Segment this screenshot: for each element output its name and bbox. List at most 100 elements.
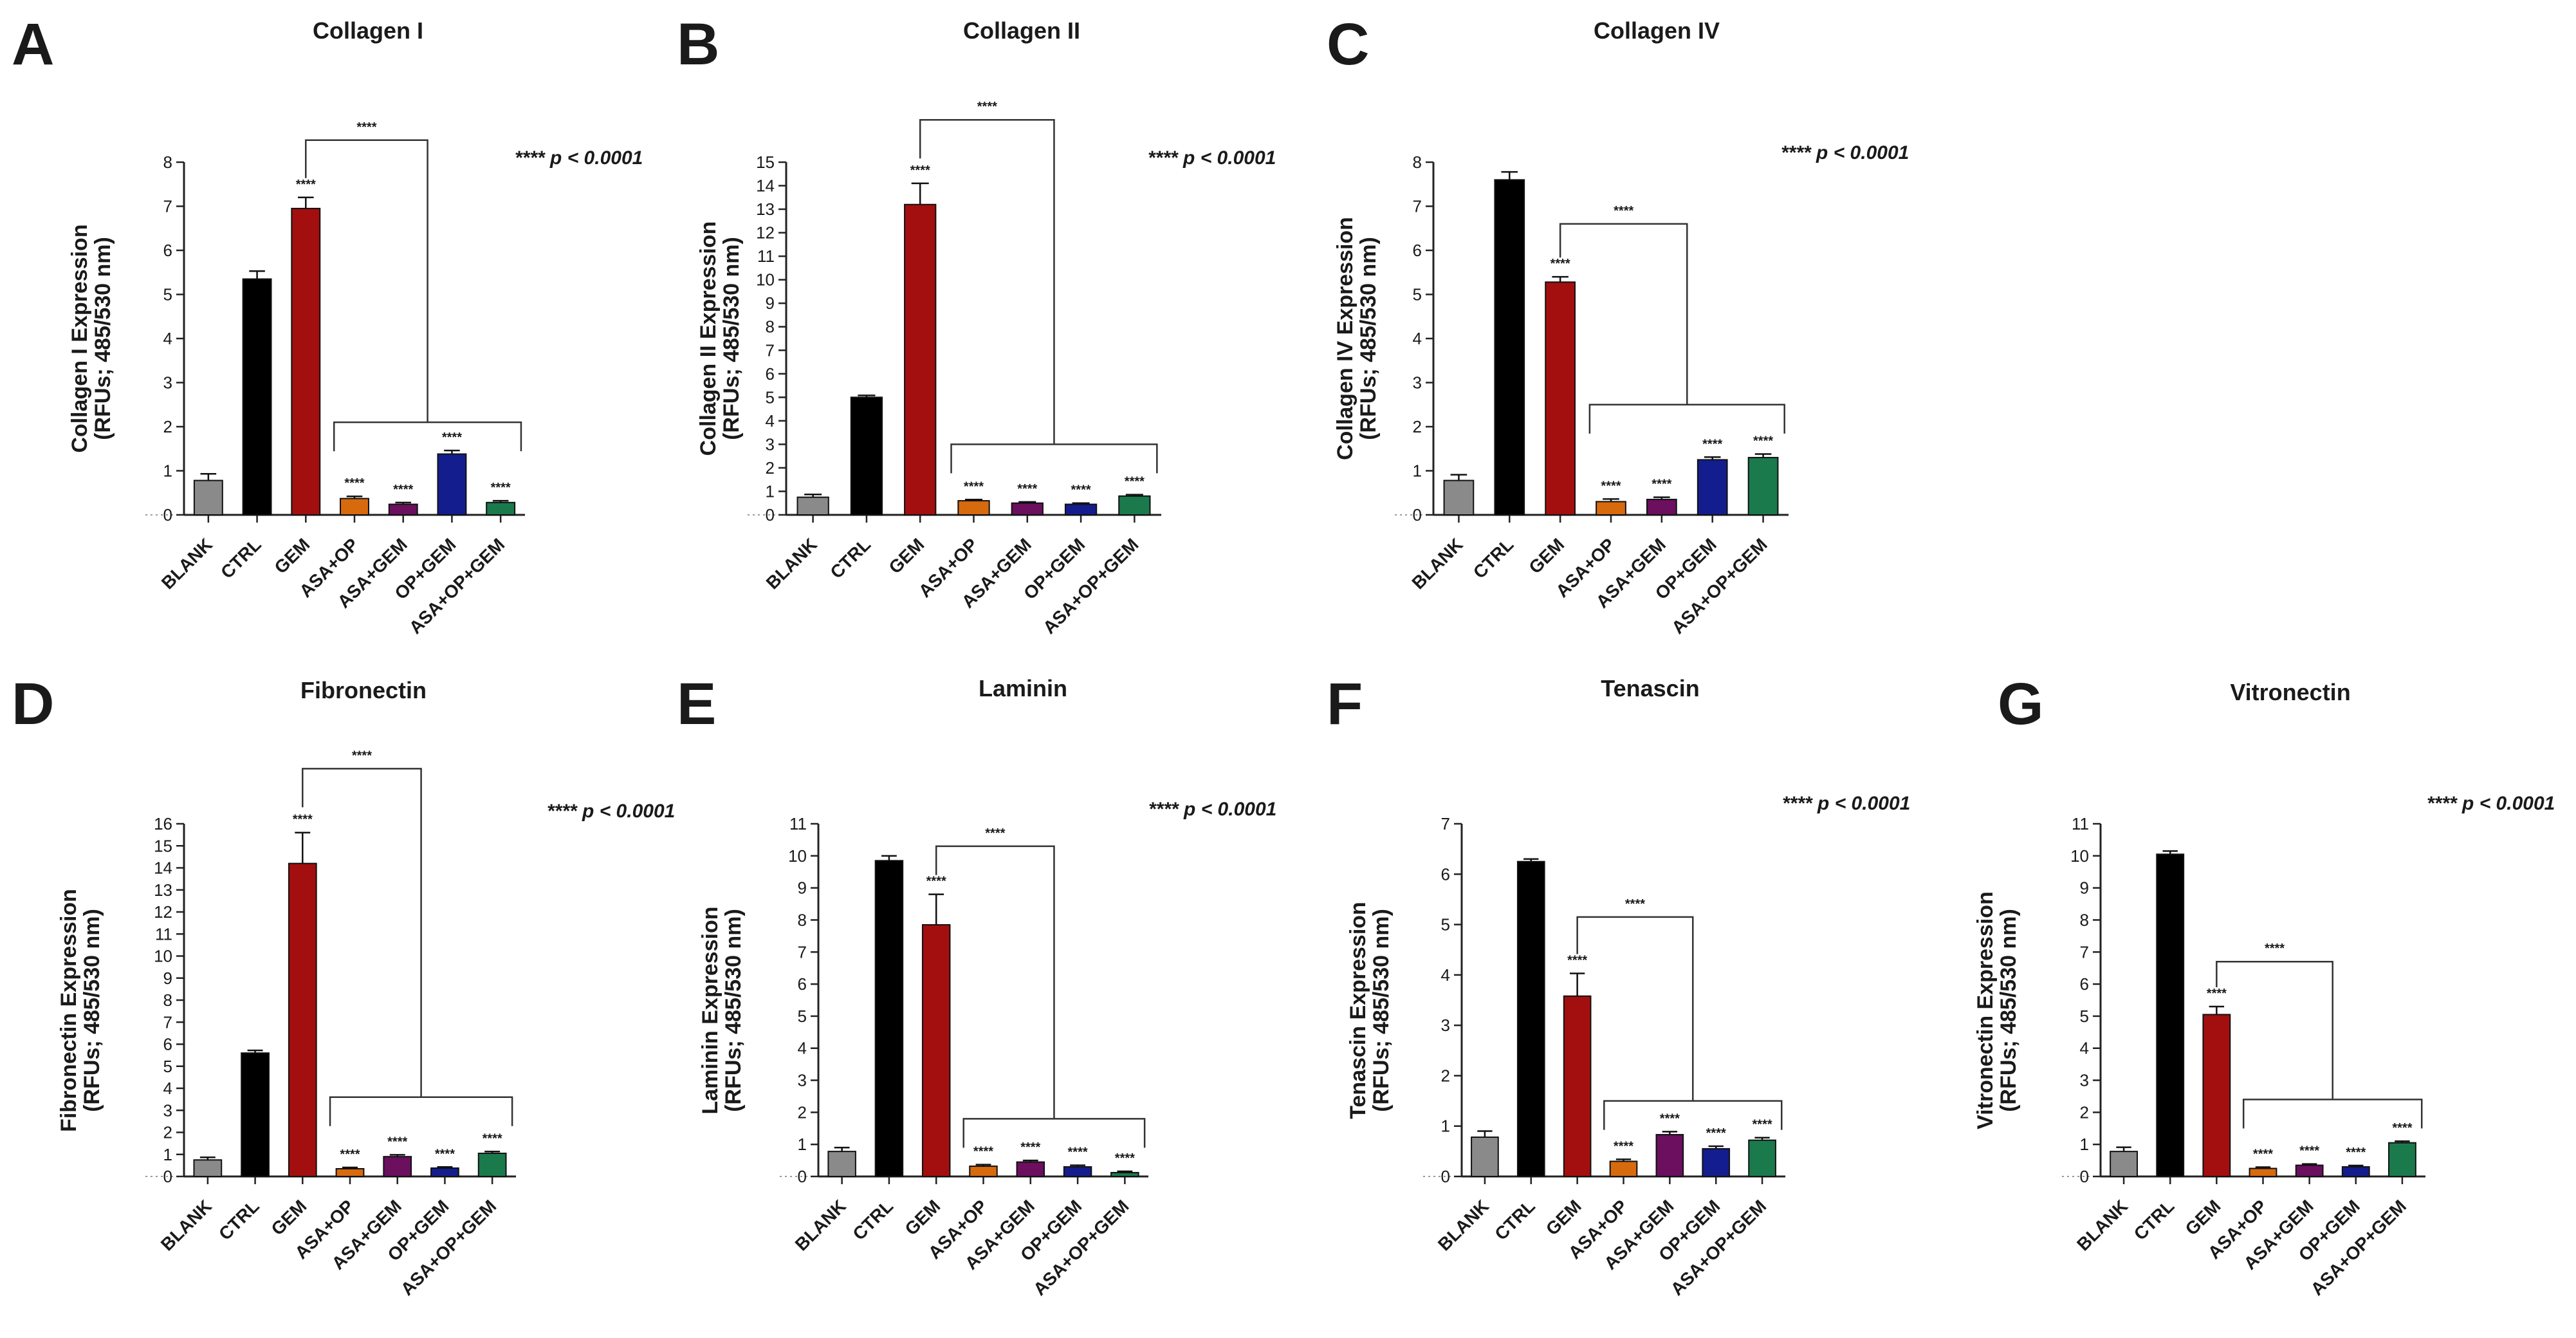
significance-label: **** — [1125, 475, 1145, 489]
bar — [2249, 1167, 2277, 1177]
y-tick-label: 4 — [163, 1079, 172, 1098]
significance-label: **** — [387, 1135, 407, 1149]
bar — [1110, 1172, 1139, 1178]
x-tick-label: BLANK — [2073, 1196, 2131, 1254]
panel-letter: A — [12, 12, 54, 77]
y-axis-label-line2: (RFUs; 485/530 nm) — [1369, 909, 1394, 1112]
y-tick-label: 1 — [2080, 1135, 2089, 1154]
y-axis-label-line2: (RFUs; 485/530 nm) — [80, 909, 104, 1112]
significance-label: **** — [910, 163, 930, 178]
bar — [921, 924, 951, 1177]
bar — [241, 1052, 270, 1177]
x-tick-label: GEM — [885, 534, 928, 577]
y-tick-label: 3 — [798, 1071, 807, 1090]
comparison-bracket-lower — [962, 1118, 1146, 1148]
bar — [796, 496, 829, 516]
x-tick-label: BLANK — [158, 534, 216, 593]
bar — [430, 1167, 459, 1177]
x-tick-label: BLANK — [157, 1196, 216, 1254]
bar — [1494, 179, 1525, 516]
bar — [1697, 459, 1728, 516]
x-tick-label: CTRL — [217, 534, 265, 582]
comparison-bracket-upper — [302, 768, 422, 1097]
significance-label: **** — [2346, 1146, 2366, 1160]
y-tick-label: 5 — [2080, 1007, 2089, 1026]
bar — [1443, 479, 1475, 516]
y-tick-label: 7 — [2080, 942, 2089, 962]
bar — [2295, 1164, 2324, 1177]
chart-panel-g: G Vitronectin Vitronectin Expression(RFUs;… — [1973, 671, 2555, 1299]
significance-label: **** — [293, 813, 313, 827]
comparison-bracket-upper — [919, 118, 1055, 445]
y-tick-label: 0 — [1413, 505, 1422, 525]
y-tick-label: 0 — [163, 1167, 172, 1186]
y-tick-label: 8 — [798, 910, 807, 929]
y-axis-label-line2: (RFUs; 485/530 nm) — [91, 237, 115, 440]
y-tick-label: 12 — [756, 223, 775, 243]
significance-label: **** — [2392, 1121, 2412, 1135]
chart-title: Laminin — [979, 675, 1067, 702]
x-tick-label: GEM — [1525, 534, 1568, 577]
y-tick-label: 3 — [163, 1101, 172, 1120]
y-axis-label-line1: Laminin Expression — [698, 906, 722, 1114]
bar — [1545, 281, 1576, 516]
y-tick-label: 7 — [1441, 814, 1450, 833]
y-axis-label-line1: Collagen II Expression — [696, 221, 721, 456]
x-tick-label: GEM — [271, 534, 314, 577]
y-tick-label: 0 — [1441, 1167, 1450, 1186]
x-tick-label: CTRL — [1491, 1196, 1539, 1244]
significance-label: **** — [1115, 1151, 1135, 1166]
y-tick-label: 8 — [163, 153, 172, 172]
y-tick-label: 6 — [1413, 241, 1422, 260]
x-tick-label: CTRL — [849, 1196, 897, 1244]
bar — [388, 503, 418, 516]
bar — [827, 1151, 856, 1178]
significance-label: **** — [296, 178, 316, 192]
y-axis-label: Collagen I Expression(RFUs; 485/530 nm) — [68, 224, 115, 452]
bar — [193, 479, 223, 516]
significance-label: **** — [2253, 1148, 2273, 1162]
x-tick-label: CTRL — [2130, 1196, 2178, 1244]
bar — [2341, 1166, 2370, 1178]
y-tick-label: 8 — [766, 317, 775, 337]
comparison-bracket-lower — [329, 1096, 513, 1126]
y-tick-label: 6 — [163, 1035, 172, 1054]
y-tick-label: 7 — [798, 942, 807, 962]
y-axis-label-line1: Tenascin Expression — [1346, 902, 1370, 1119]
y-tick-label: 2 — [2080, 1102, 2089, 1122]
y-tick-label: 10 — [788, 846, 807, 866]
y-tick-label: 9 — [2080, 878, 2089, 898]
y-tick-label: 2 — [766, 458, 775, 478]
x-tick-label: BLANK — [1434, 1196, 1493, 1254]
bar — [2388, 1142, 2416, 1178]
bar — [1748, 1139, 1776, 1177]
comparison-bracket-lower — [1588, 404, 1785, 434]
y-axis-label: Collagen II Expression(RFUs; 485/530 nm) — [696, 221, 744, 456]
x-tick-label: CTRL — [1469, 534, 1518, 582]
y-axis-label-line1: Collagen I Expression — [68, 224, 92, 452]
significance-label: **** — [1071, 483, 1091, 497]
y-tick-label: 3 — [163, 373, 172, 393]
y-tick-label: 5 — [1441, 915, 1450, 934]
significance-label: **** — [973, 1145, 993, 1159]
bar — [1471, 1136, 1499, 1177]
y-tick-label: 2 — [798, 1102, 807, 1122]
y-tick-label: 1 — [798, 1135, 807, 1154]
significance-label: **** — [340, 1148, 360, 1162]
y-tick-label: 1 — [163, 461, 172, 481]
x-tick-label: CTRL — [215, 1196, 263, 1244]
x-tick-label: BLANK — [1408, 534, 1466, 593]
bar — [2202, 1014, 2231, 1178]
y-tick-label: 0 — [798, 1167, 807, 1186]
y-tick-label: 1 — [1441, 1117, 1450, 1136]
x-tick-label: BLANK — [762, 534, 821, 593]
y-axis-label-line2: (RFUs; 485/530 nm) — [721, 909, 746, 1112]
y-tick-label: 4 — [766, 411, 775, 431]
x-tick-label: GEM — [901, 1196, 944, 1239]
p-value-note: **** p < 0.0001 — [515, 147, 643, 169]
y-tick-label: 0 — [766, 505, 775, 525]
panel-letter: F — [1327, 671, 1363, 737]
y-tick-label: 8 — [2080, 910, 2089, 929]
y-tick-label: 3 — [1441, 1016, 1450, 1035]
